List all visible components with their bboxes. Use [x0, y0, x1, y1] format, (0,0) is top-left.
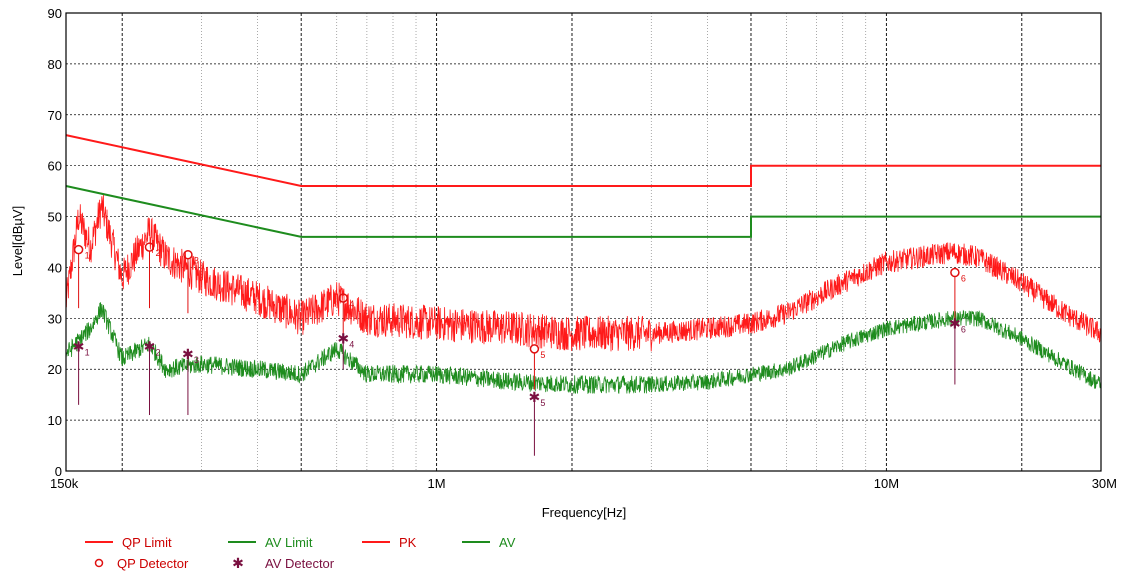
legend-qp-detector: QP Detector [117, 556, 189, 571]
av-detector-label: 4 [349, 340, 354, 350]
grid [66, 13, 1101, 471]
av-detector-point: ✱ [337, 332, 349, 348]
legend-av-limit: AV Limit [265, 535, 313, 550]
qp-detector-point [183, 249, 193, 260]
y-tick-label: 40 [48, 260, 62, 275]
qp-detector-point [144, 242, 155, 252]
av-detector-label: 2 [155, 347, 160, 357]
x-tick-label: 30M [1092, 476, 1117, 491]
plot-frame [65, 12, 1102, 472]
x-tick-label: 150k [50, 476, 79, 491]
legend-pk: PK [399, 535, 417, 550]
legend-av-detector: AV Detector [265, 556, 335, 571]
limit-lines [65, 134, 1101, 238]
y-tick-label: 60 [48, 159, 62, 174]
legend: QP Limit AV Limit PK AV QP Detector ✱ AV… [85, 535, 516, 572]
qp-detector-point [529, 344, 540, 354]
measurement-traces [65, 194, 1102, 394]
y-tick-label: 70 [48, 108, 62, 123]
y-tick-label: 50 [48, 210, 62, 225]
y-axis-title: Level[dBµV] [10, 206, 25, 276]
y-tick-label: 0 [55, 464, 62, 479]
axis-ticks: 0 10 20 30 40 50 60 70 80 90 150k 1M 10M 30M [48, 6, 1117, 491]
series-qp-limit [65, 134, 1101, 187]
av-detector-point: ✱ [949, 316, 961, 332]
qp-detector-label: 1 [85, 251, 90, 261]
qp-detector-label: 4 [349, 299, 354, 309]
series-pk [65, 194, 1102, 352]
qp-detector-label: 3 [194, 256, 199, 266]
qp-detector-label: 5 [540, 350, 545, 360]
series-av [65, 302, 1102, 394]
y-tick-label: 90 [48, 6, 62, 21]
qp-detector-point [73, 244, 84, 255]
av-detector-label: 3 [194, 355, 199, 365]
y-tick-label: 80 [48, 57, 62, 72]
y-tick-label: 10 [48, 413, 62, 428]
x-tick-label: 10M [874, 476, 899, 491]
y-tick-label: 30 [48, 311, 62, 326]
av-detector-point: ✱ [73, 339, 85, 355]
x-tick-label: 1M [428, 476, 446, 491]
qp-detector-label: 6 [961, 274, 966, 284]
legend-av: AV [499, 535, 516, 550]
av-detector-label: 5 [540, 398, 545, 408]
legend-qp-limit: QP Limit [122, 535, 172, 550]
y-tick-label: 20 [48, 362, 62, 377]
x-axis-title: Frequency[Hz] [542, 505, 627, 520]
av-detector-label: 6 [961, 324, 966, 334]
av-detector-point: ✱ [144, 339, 156, 355]
series-av-limit [65, 185, 1101, 238]
qp-detector-point [338, 293, 348, 303]
legend-av-detector-symbol: ✱ [232, 556, 244, 572]
qp-detector-point [950, 267, 960, 278]
av-detector-label: 1 [85, 347, 90, 357]
legend-qp-detector-symbol [94, 558, 104, 568]
qp-detector-label: 2 [155, 248, 160, 258]
av-detector-point: ✱ [182, 347, 194, 363]
av-detector-point: ✱ [529, 390, 541, 406]
